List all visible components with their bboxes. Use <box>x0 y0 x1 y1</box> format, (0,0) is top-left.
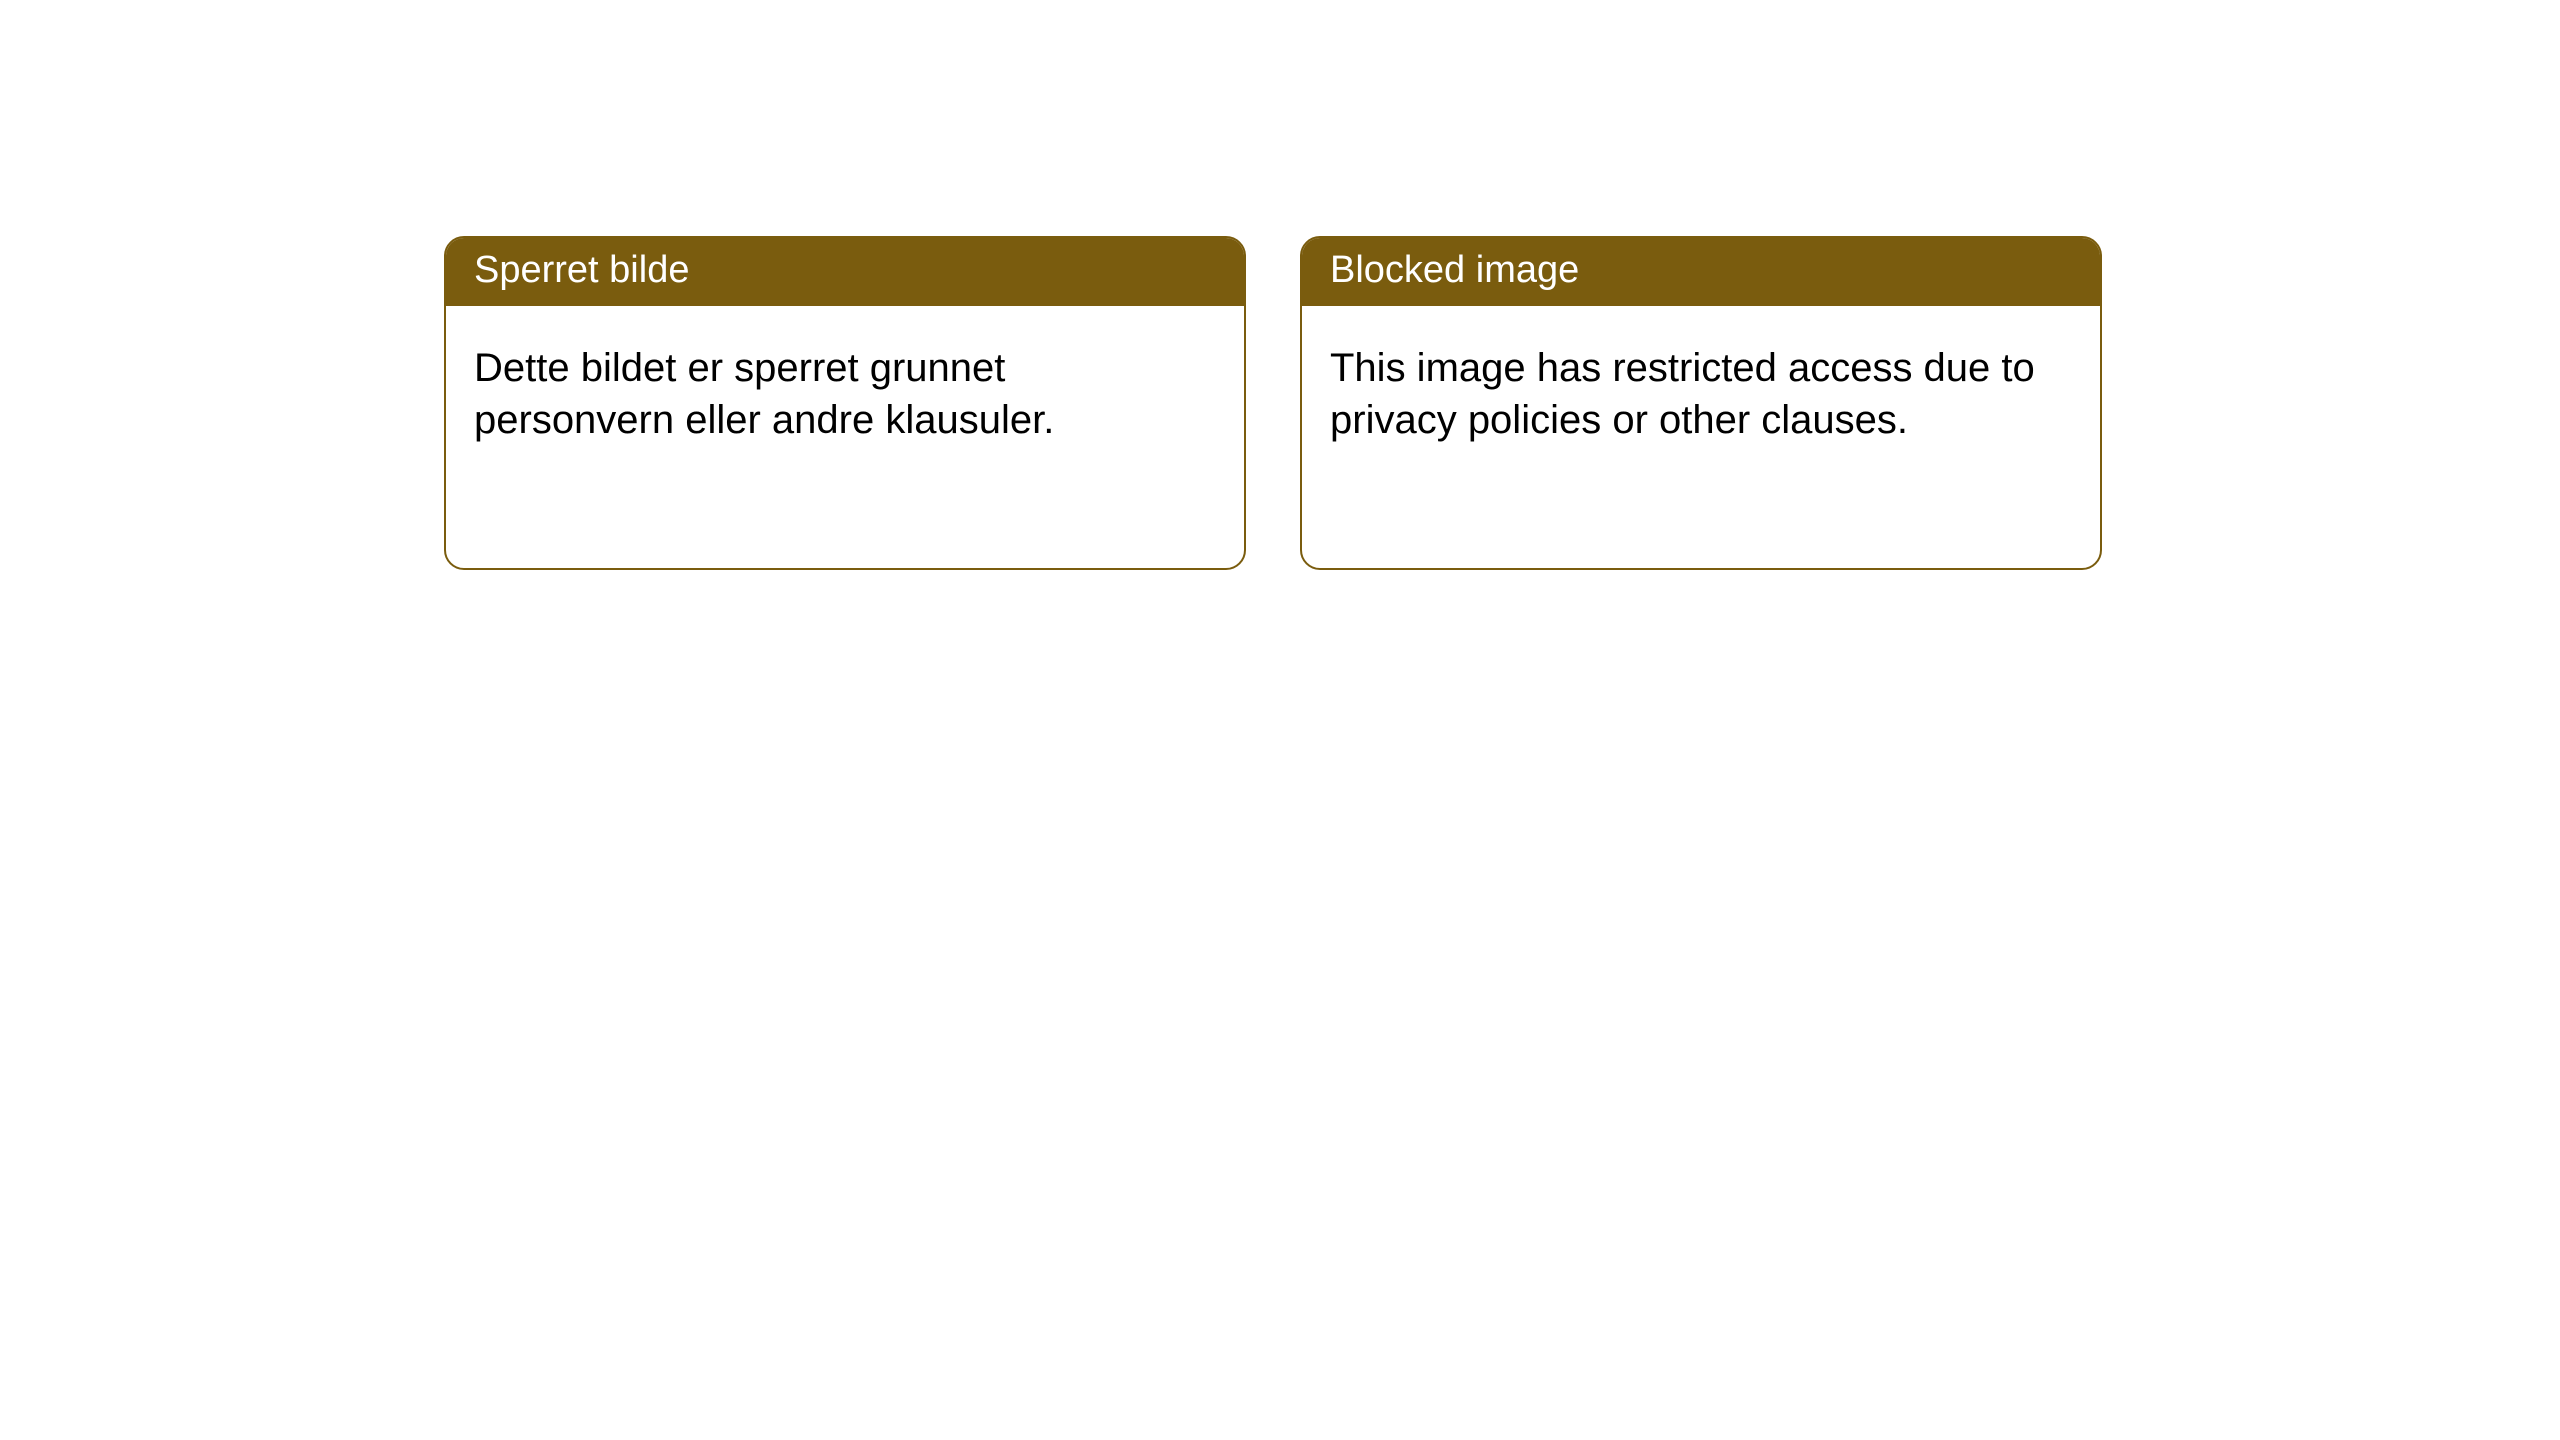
notice-container: Sperret bilde Dette bildet er sperret gr… <box>0 0 2560 570</box>
notice-body-norwegian: Dette bildet er sperret grunnet personve… <box>446 306 1244 466</box>
notice-title-english: Blocked image <box>1302 238 2100 306</box>
notice-body-english: This image has restricted access due to … <box>1302 306 2100 466</box>
notice-card-norwegian: Sperret bilde Dette bildet er sperret gr… <box>444 236 1246 570</box>
notice-title-norwegian: Sperret bilde <box>446 238 1244 306</box>
notice-card-english: Blocked image This image has restricted … <box>1300 236 2102 570</box>
